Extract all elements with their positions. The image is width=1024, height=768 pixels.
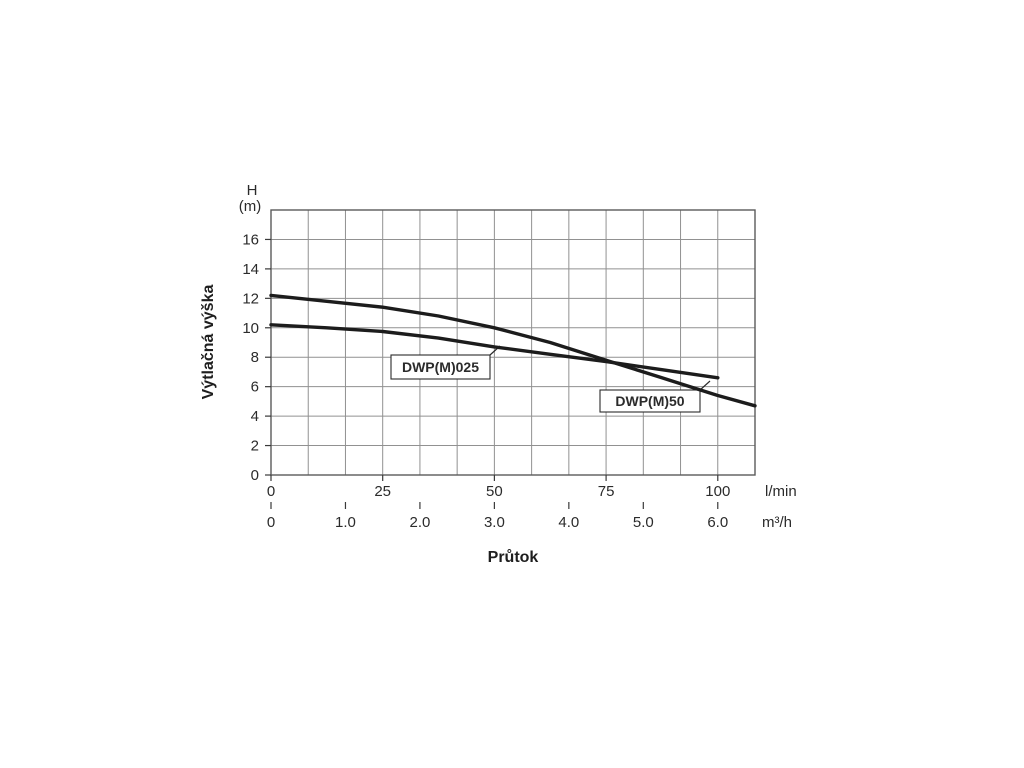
x-tick-label-m3h: 1.0 bbox=[335, 514, 356, 531]
y-tick-label: 14 bbox=[242, 261, 259, 278]
series-label: DWP(M)50 bbox=[615, 393, 684, 409]
series-label-box bbox=[599, 389, 701, 413]
x-tick-label-lmin: 0 bbox=[267, 483, 275, 500]
y-axis-title: Výtlačná výška bbox=[200, 285, 217, 400]
axis-tick-marks bbox=[265, 238, 719, 509]
x-tick-label-lmin: 75 bbox=[598, 483, 615, 500]
x-tick-label-m3h: 0 bbox=[267, 514, 275, 531]
x-tick-label-lmin: 25 bbox=[374, 483, 391, 500]
y-tick-label: 0 bbox=[251, 467, 259, 484]
y-tick-label: 10 bbox=[242, 320, 259, 337]
series-label: DWP(M)025 bbox=[402, 359, 479, 375]
y-axis-unit: (m) bbox=[239, 198, 262, 215]
x-axis-title: Průtok bbox=[488, 549, 539, 566]
x-tick-label-m3h: 3.0 bbox=[484, 514, 505, 531]
chart-plot-area: 0 2 4 6 8 10 12 14 16 0 25 50 75 100 0 1.0 2.0 3.0 4.0 5.0 6… bbox=[242, 209, 757, 531]
curve-DWP(M)50 bbox=[269, 293, 757, 408]
x-axis-unit-lmin: l/min bbox=[765, 483, 797, 500]
y-tick-label: 12 bbox=[242, 290, 259, 307]
x-tick-label-m3h: 2.0 bbox=[409, 514, 430, 531]
y-tick-label: 4 bbox=[251, 408, 259, 425]
y-axis-symbol: H bbox=[247, 182, 258, 199]
series-label-leader bbox=[699, 380, 711, 391]
x-tick-label-lmin: 50 bbox=[486, 483, 503, 500]
y-tick-label: 6 bbox=[251, 379, 259, 396]
x-tick-label-m3h: 5.0 bbox=[633, 514, 654, 531]
y-tick-label: 16 bbox=[242, 231, 259, 248]
x-tick-label-m3h: 6.0 bbox=[707, 514, 728, 531]
y-tick-label: 2 bbox=[251, 438, 259, 455]
x-axis-unit-m3h: m³/h bbox=[762, 514, 792, 531]
x-tick-label-m3h: 4.0 bbox=[558, 514, 579, 531]
x-tick-label-lmin: 100 bbox=[705, 483, 730, 500]
y-tick-label: 8 bbox=[251, 349, 259, 366]
grid bbox=[270, 209, 756, 476]
plot-border bbox=[270, 209, 756, 476]
curve-DWP(M)025 bbox=[269, 323, 720, 380]
series-label-box bbox=[390, 354, 491, 380]
